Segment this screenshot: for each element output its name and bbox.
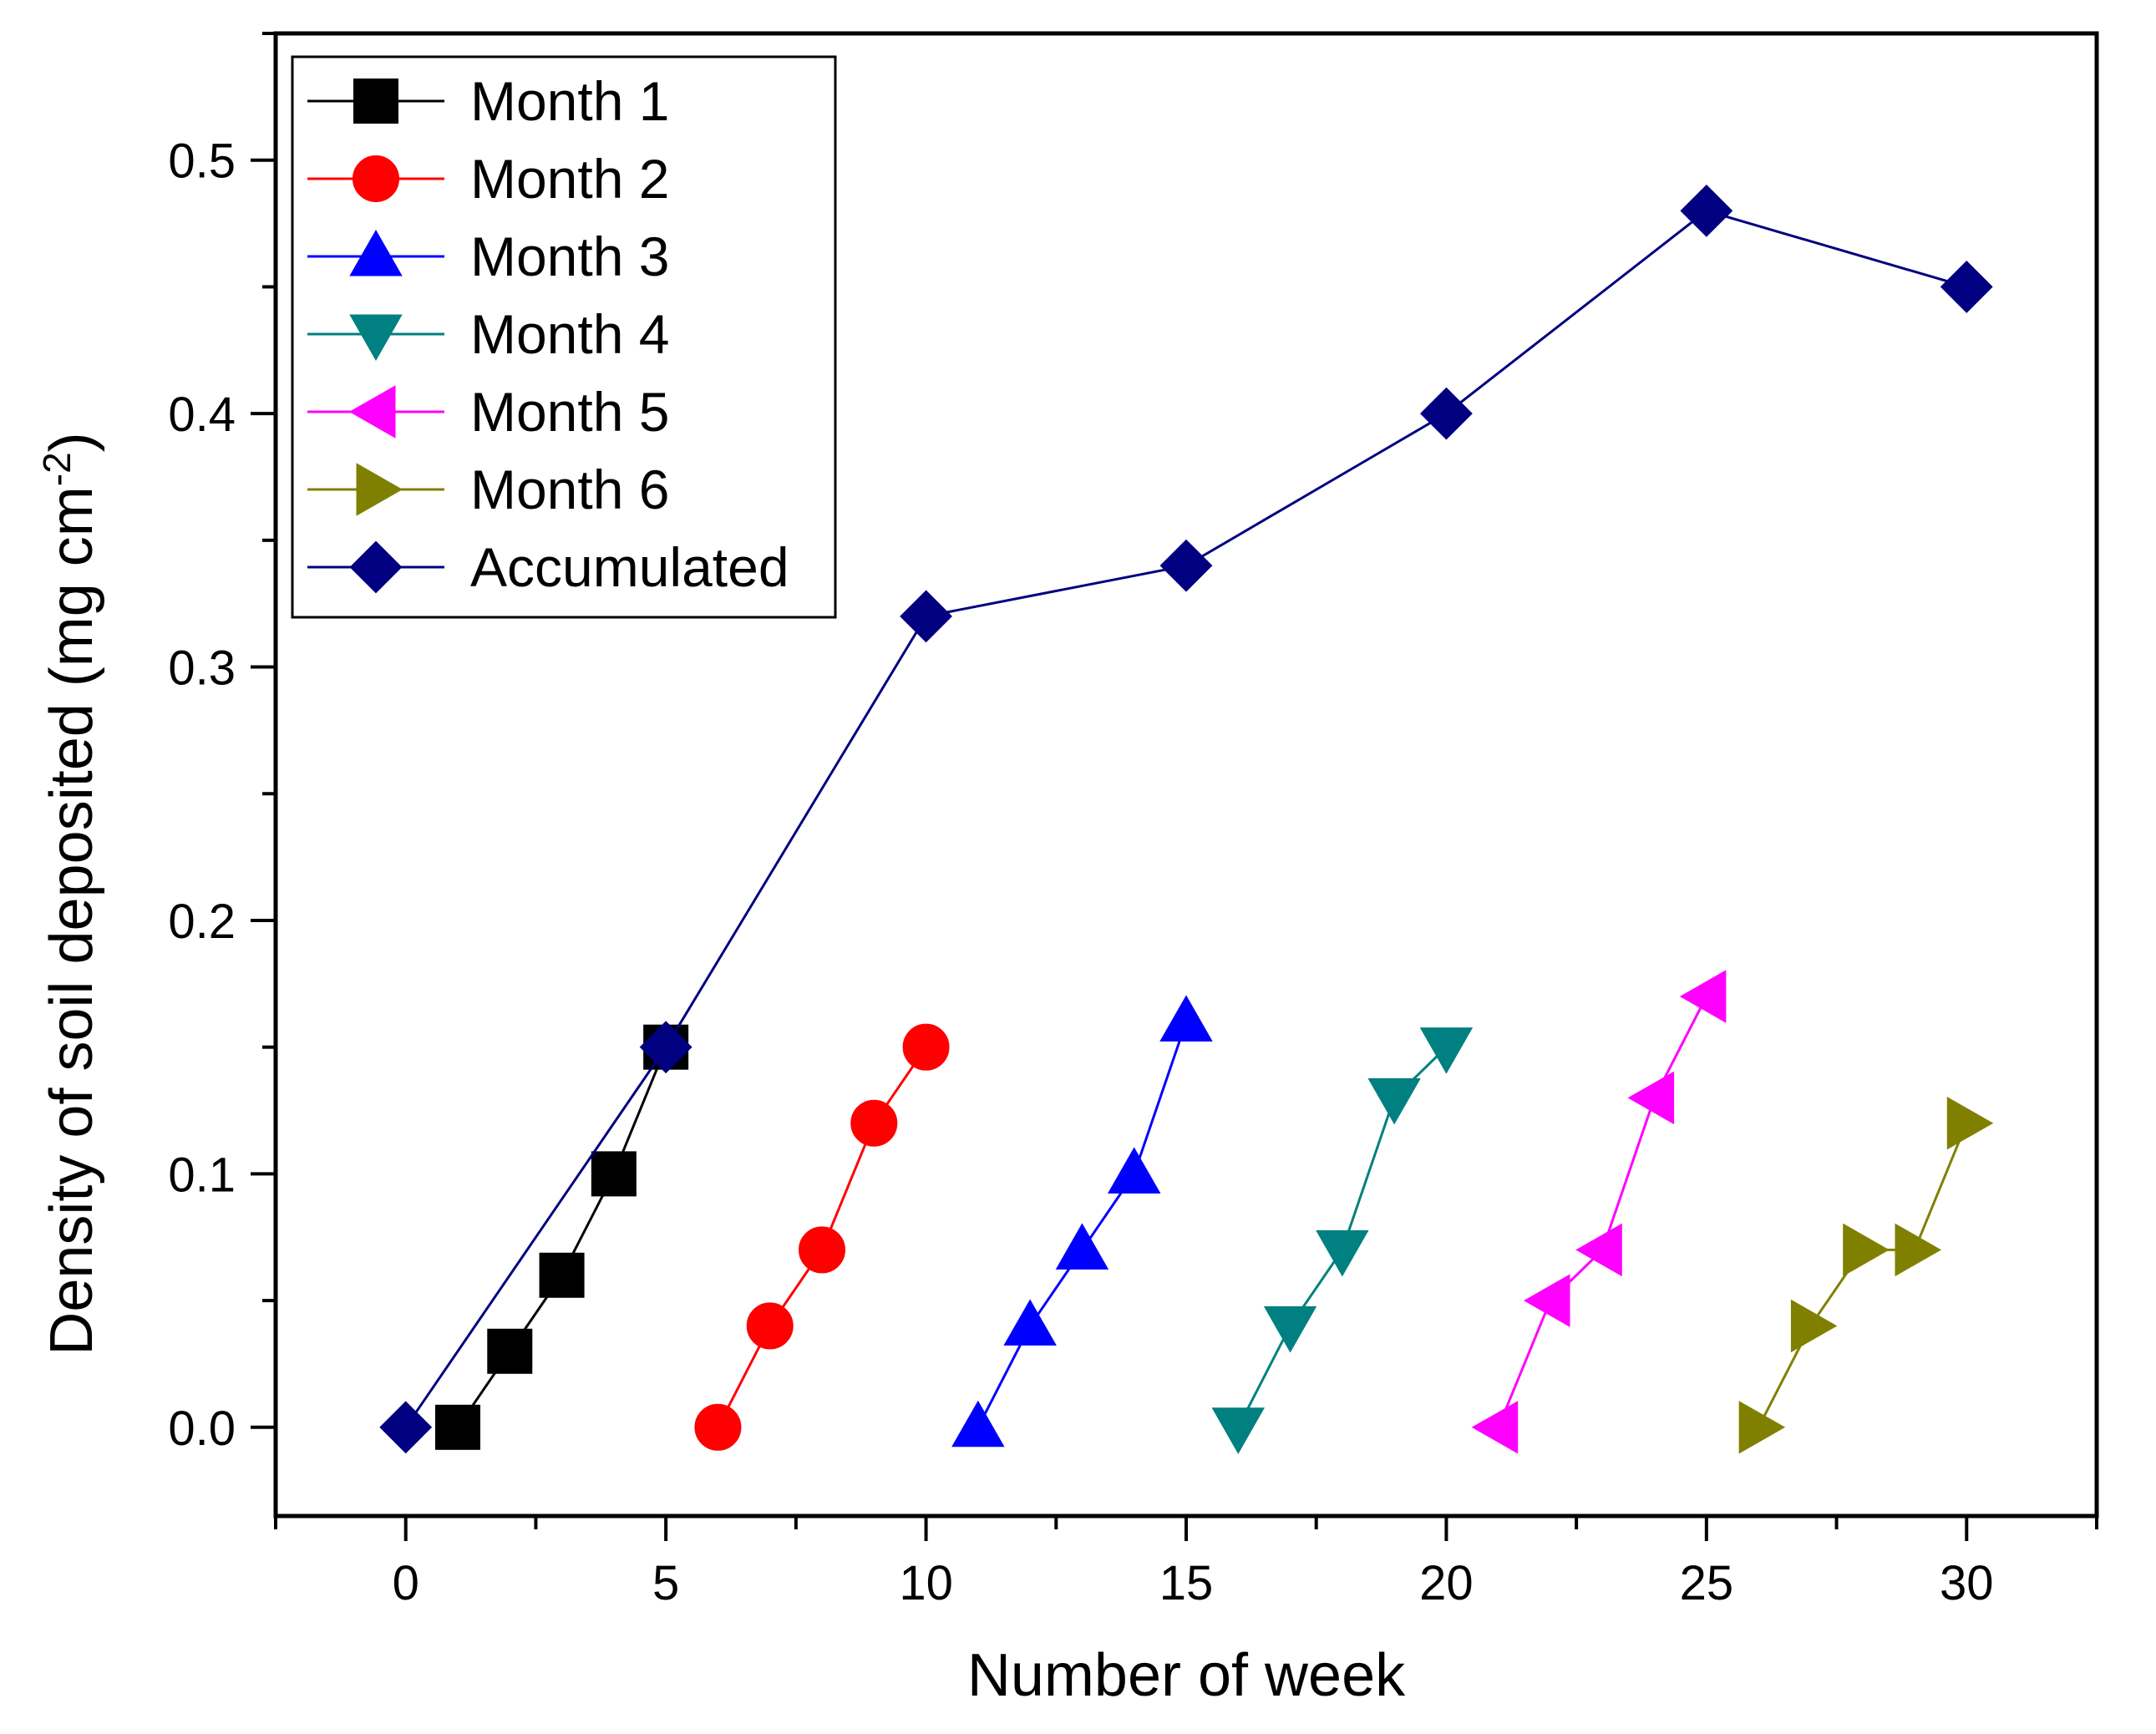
data-point-accumulated [1420, 387, 1473, 440]
data-point-month-3 [1107, 1147, 1161, 1194]
data-point-month-2 [902, 1023, 950, 1071]
x-tick-label: 25 [1680, 1556, 1734, 1610]
x-axis-title: Number of week [967, 1642, 1406, 1709]
y-axis-title-close: ) [38, 432, 105, 452]
data-point-month-3 [1003, 1299, 1057, 1346]
legend-label: Month 6 [470, 459, 669, 520]
data-point-month-5 [1627, 1071, 1675, 1125]
data-point-month-1 [487, 1328, 533, 1374]
y-tick-label: 0.1 [168, 1148, 236, 1202]
y-tick-label: 0.3 [168, 641, 236, 696]
legend-marker [353, 155, 399, 202]
data-point-month-5 [1679, 970, 1727, 1023]
data-point-accumulated [1159, 539, 1213, 592]
data-point-accumulated [379, 1401, 433, 1454]
data-point-accumulated [900, 590, 952, 643]
legend-label: Accumulated [470, 536, 789, 598]
series-month-5 [1471, 970, 1727, 1454]
legend-label: Month 3 [470, 226, 669, 287]
data-point-month-6 [1738, 1401, 1786, 1454]
data-point-month-6 [1895, 1223, 1942, 1277]
y-tick-label: 0.5 [168, 134, 236, 189]
data-point-month-1 [539, 1252, 585, 1298]
x-tick-label: 0 [393, 1556, 419, 1610]
legend-label: Month 5 [470, 381, 669, 443]
legend-marker [348, 385, 396, 439]
legend-marker [356, 463, 403, 516]
data-point-month-4 [1316, 1230, 1369, 1277]
y-tick-label: 0.0 [168, 1402, 236, 1456]
series-month-6 [1738, 1096, 1994, 1454]
y-axis-title-main: Density of soil deposited (mg cm [38, 486, 105, 1355]
data-point-month-2 [746, 1302, 794, 1350]
data-point-month-1 [435, 1404, 480, 1450]
axes-layer: 0 5 10 15 20 25 30 0.0 0.1 0.2 0.3 0.4 0.5 [168, 32, 2098, 1610]
data-point-month-6 [1790, 1299, 1838, 1353]
x-tick-label: 30 [1940, 1556, 1994, 1610]
series-month-4 [1211, 1027, 1474, 1454]
data-point-month-4 [1211, 1407, 1266, 1454]
data-point-month-4 [1263, 1306, 1317, 1353]
data-point-month-4 [1367, 1077, 1421, 1125]
series-accumulated [379, 184, 1993, 1454]
data-point-month-6 [1843, 1223, 1890, 1277]
series-month-3 [951, 995, 1213, 1448]
y-tick-label: 0.2 [168, 895, 236, 949]
data-point-month-5 [1471, 1401, 1519, 1454]
x-tick-label: 20 [1419, 1556, 1474, 1610]
data-point-month-4 [1419, 1027, 1474, 1074]
data-point-month-3 [1055, 1223, 1109, 1270]
data-point-accumulated [639, 1021, 692, 1074]
legend-marker [349, 229, 403, 276]
x-tick-label: 10 [899, 1556, 953, 1610]
series-month-2 [694, 1023, 950, 1451]
data-point-month-2 [799, 1226, 845, 1274]
data-point-month-6 [1946, 1096, 1994, 1150]
series-layer [379, 184, 1994, 1454]
y-axis-title-superscript: -2 [35, 452, 79, 486]
data-point-month-2 [850, 1099, 898, 1147]
legend-label: Month 1 [470, 70, 669, 132]
y-axis-title: Density of soil deposited (mg cm-2) [35, 432, 105, 1355]
data-point-month-1 [591, 1151, 637, 1197]
legend-label: Month 2 [470, 148, 669, 210]
legend-marker [349, 314, 403, 362]
x-tick-label: 15 [1159, 1556, 1214, 1610]
legend: Month 1 Month 2 Month 3 Month 4 Month 5 Month… [291, 55, 837, 619]
data-point-month-5 [1575, 1223, 1622, 1277]
x-tick-label: 5 [652, 1556, 679, 1610]
y-tick-label: 0.4 [168, 388, 236, 442]
legend-marker [353, 79, 398, 124]
data-point-month-3 [1159, 995, 1213, 1042]
data-point-month-5 [1523, 1274, 1570, 1327]
data-point-month-2 [694, 1403, 742, 1451]
data-point-accumulated [1680, 184, 1733, 237]
legend-label: Month 4 [470, 303, 669, 365]
legend-marker [349, 540, 403, 594]
data-point-accumulated [1940, 261, 1993, 313]
data-point-month-3 [951, 1400, 1005, 1448]
